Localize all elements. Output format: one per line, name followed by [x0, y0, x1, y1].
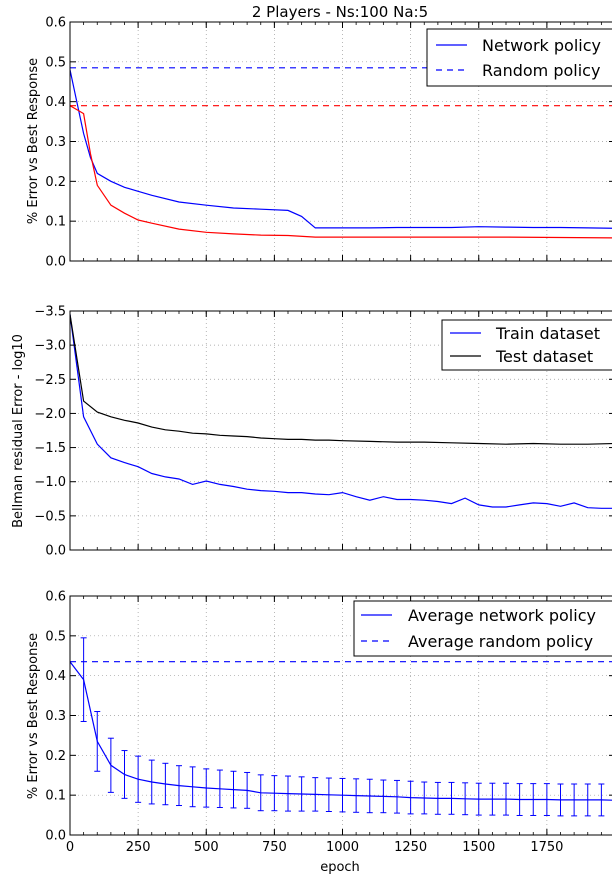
grid-lines	[70, 311, 612, 550]
x-axis-label: epoch	[320, 860, 360, 875]
y-tick-label: −1.0	[34, 475, 66, 490]
tick-marks	[69, 595, 612, 836]
grid-lines	[70, 22, 612, 261]
x-tick-label: 1500	[462, 840, 495, 855]
series-layer	[70, 314, 612, 509]
y-tick-label: −2.0	[34, 407, 66, 422]
legend-label-random-policy: Random policy	[482, 61, 600, 80]
series-line-0	[70, 314, 612, 509]
legend: Network policy Random policy	[426, 28, 612, 87]
y-tick-labels: 0.0 −0.5 −1.0 −1.5 −2.0 −2.5 −3.0 −3.5	[34, 305, 66, 559]
x-tick-label: 1250	[394, 840, 427, 855]
y-tick-label: 0.0	[45, 829, 66, 844]
legend-label-average-random-policy: Average random policy	[408, 632, 593, 651]
x-tick-label: 0	[66, 840, 74, 855]
legend: Train dataset Test dataset	[441, 319, 612, 371]
legend-label-average-network-policy: Average network policy	[408, 606, 596, 625]
legend-label-network-policy: Network policy	[482, 36, 601, 55]
y-axis-label: % Error vs Best Response	[26, 58, 41, 224]
x-tick-label: 1000	[326, 840, 359, 855]
legend-label-train-dataset: Train dataset	[495, 324, 600, 343]
x-tick-label: 750	[262, 840, 287, 855]
panel-average-error: % Error vs Best Response epoch 0.0 0.1 0.2…	[26, 590, 612, 875]
y-tick-label: −2.5	[34, 373, 66, 388]
series-line-0	[70, 69, 612, 229]
x-tick-label: 500	[194, 840, 219, 855]
y-tick-label: 0.1	[45, 789, 66, 804]
y-tick-label: 0.6	[45, 16, 66, 31]
y-tick-label: 0.0	[45, 544, 66, 559]
legend: Average network policy Average random po…	[353, 600, 612, 657]
x-tick-labels: 0 250 500 750 1000 1250 1500 1750	[66, 840, 564, 855]
y-tick-label: 0.3	[45, 135, 66, 150]
y-tick-label: −3.0	[34, 339, 66, 354]
legend-box	[441, 319, 612, 371]
legend-box	[353, 600, 612, 657]
x-tick-label: 1750	[530, 840, 563, 855]
y-axis-label: Bellman residual Error - log10	[11, 334, 26, 528]
y-tick-label: 0.3	[45, 709, 66, 724]
y-tick-label: −0.5	[34, 509, 66, 524]
tick-marks	[69, 21, 612, 262]
chart-title: 2 Players - Ns:100 Na:5	[252, 3, 428, 21]
series-line-1	[70, 105, 612, 239]
y-tick-labels: 0.0 0.1 0.2 0.3 0.4 0.5 0.6	[45, 590, 66, 844]
y-tick-label: 0.5	[45, 629, 66, 644]
y-tick-label: 0.2	[45, 749, 66, 764]
y-tick-label: 0.2	[45, 175, 66, 190]
panel-error-vs-best-response: 2 Players - Ns:100 Na:5 % Error vs Best …	[26, 3, 612, 270]
y-tick-label: 0.4	[45, 669, 66, 684]
y-axis-label: % Error vs Best Response	[26, 633, 41, 799]
y-tick-label: 0.0	[45, 255, 66, 270]
y-tick-label: 0.4	[45, 95, 66, 110]
y-tick-label: 0.5	[45, 55, 66, 70]
legend-label-test-dataset: Test dataset	[495, 347, 593, 366]
tick-marks	[69, 310, 612, 551]
series-layer	[70, 67, 612, 239]
y-tick-label: −3.5	[34, 305, 66, 320]
x-tick-label: 250	[126, 840, 151, 855]
y-tick-labels: 0.0 0.1 0.2 0.3 0.4 0.5 0.6	[45, 16, 66, 270]
y-tick-label: −1.5	[34, 441, 66, 456]
series-layer	[70, 637, 612, 817]
y-tick-label: 0.1	[45, 215, 66, 230]
y-tick-label: 0.6	[45, 590, 66, 605]
panel-bellman-residual: Bellman residual Error - log10 0.0 −0.5 −1…	[11, 305, 612, 559]
series-line-1	[70, 314, 612, 445]
legend-box	[426, 28, 612, 87]
